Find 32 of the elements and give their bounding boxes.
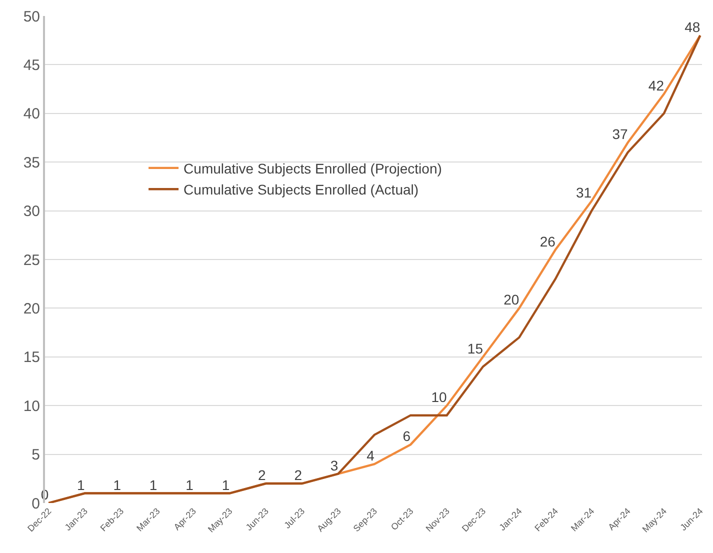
data-label: 1 [222,476,230,493]
line-series [48,34,702,503]
legend-label: Cumulative Subjects Enrolled (Actual) [184,182,419,198]
data-label: 1 [113,476,122,493]
data-label: 42 [648,77,664,94]
y-tick-label: 25 [23,252,40,269]
data-label: 6 [402,428,411,444]
y-tick-label: 45 [23,56,40,74]
data-label: 48 [684,18,700,35]
data-label: 3 [330,457,338,474]
data-label: 15 [467,340,484,356]
data-label: 26 [540,233,556,250]
data-label: 4 [366,448,375,464]
y-tick-label: 50 [23,8,40,26]
y-tick-label: 35 [23,154,40,172]
data-label: 37 [612,126,628,142]
y-tick-label: 20 [23,300,40,318]
data-label: 1 [77,476,86,493]
data-label: 10 [431,389,448,406]
y-tick-label: 10 [23,398,40,415]
y-tick-label: 0 [32,495,40,512]
y-tick-label: 30 [23,203,40,220]
legend-label: Cumulative Subjects Enrolled (Projection) [184,160,442,176]
data-label: 2 [258,467,266,484]
y-tick-label: 15 [23,349,40,366]
data-label: 1 [149,476,158,493]
data-label: 1 [186,476,194,493]
data-label: 20 [504,292,520,308]
data-label: 2 [294,467,302,484]
y-tick-label: 5 [32,446,40,464]
y-tick-label: 40 [23,106,40,123]
data-label: 31 [576,184,592,201]
